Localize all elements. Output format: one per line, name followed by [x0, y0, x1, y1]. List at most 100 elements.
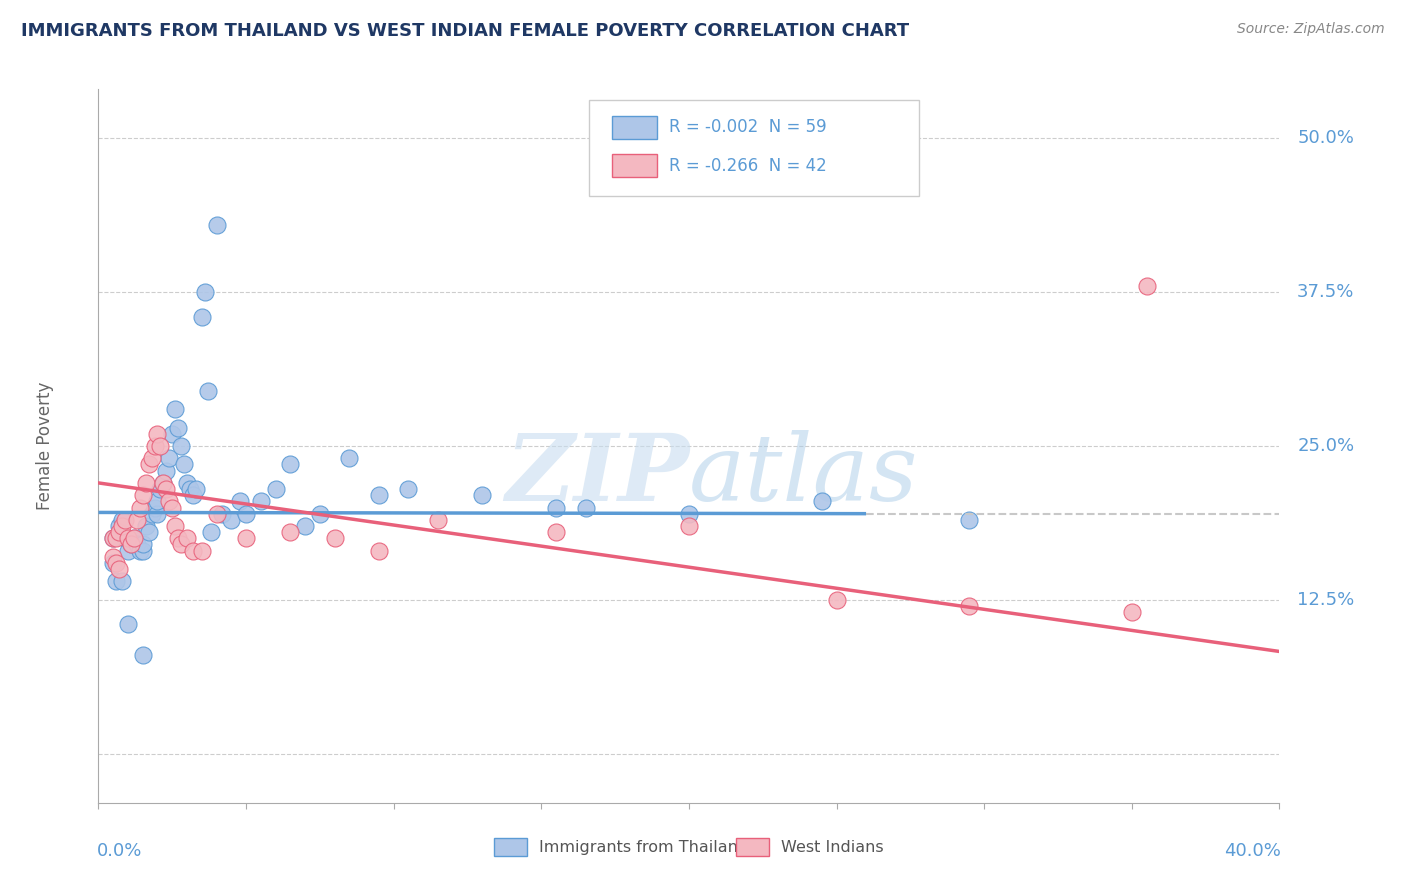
Point [132, 537, 155, 551]
Point [122, 531, 145, 545]
Point [825, 592, 848, 607]
Point [250, 494, 273, 508]
FancyBboxPatch shape [612, 154, 657, 177]
Point [323, 531, 346, 545]
Point [368, 543, 391, 558]
Point [176, 475, 198, 490]
Point [309, 507, 332, 521]
Point [152, 475, 174, 490]
Point [191, 310, 214, 324]
Point [173, 458, 195, 472]
FancyBboxPatch shape [494, 838, 527, 856]
Point [128, 500, 150, 515]
Point [368, 488, 391, 502]
Point [170, 537, 193, 551]
Point [135, 475, 157, 490]
Point [678, 519, 700, 533]
FancyBboxPatch shape [612, 116, 657, 139]
Point [155, 482, 177, 496]
Point [111, 513, 134, 527]
Point [200, 525, 222, 540]
Point [152, 475, 174, 490]
Point [125, 537, 148, 551]
Point [235, 531, 257, 545]
Point [108, 525, 131, 540]
Point [117, 531, 139, 545]
Point [235, 507, 257, 521]
Text: 25.0%: 25.0% [1298, 437, 1354, 455]
Point [146, 426, 169, 441]
Text: 37.5%: 37.5% [1298, 283, 1354, 301]
Point [111, 519, 134, 533]
Point [105, 574, 128, 589]
Point [114, 513, 136, 527]
Point [810, 494, 832, 508]
FancyBboxPatch shape [737, 838, 769, 856]
Point [138, 458, 160, 472]
Point [294, 519, 316, 533]
Point [167, 420, 190, 434]
Text: ZIP: ZIP [505, 430, 689, 519]
Point [132, 488, 155, 502]
Point [143, 500, 166, 515]
Point [114, 531, 136, 545]
Point [959, 513, 981, 527]
Point [108, 562, 131, 576]
Point [120, 537, 142, 551]
Point [181, 488, 204, 502]
FancyBboxPatch shape [589, 100, 920, 196]
Point [117, 617, 139, 632]
Point [205, 218, 228, 232]
Point [128, 543, 150, 558]
Point [157, 494, 180, 508]
Point [103, 531, 125, 545]
Point [278, 458, 302, 472]
Text: 40.0%: 40.0% [1223, 842, 1281, 860]
Text: 50.0%: 50.0% [1298, 129, 1354, 147]
Point [181, 543, 204, 558]
Text: Source: ZipAtlas.com: Source: ZipAtlas.com [1237, 22, 1385, 37]
Point [337, 451, 360, 466]
Text: atlas: atlas [689, 430, 918, 519]
Point [141, 507, 163, 521]
Point [191, 543, 214, 558]
Point [264, 482, 287, 496]
Point [194, 285, 217, 300]
Point [170, 439, 193, 453]
Text: R = -0.002  N = 59: R = -0.002 N = 59 [669, 118, 827, 136]
Point [149, 482, 172, 496]
Point [135, 519, 157, 533]
Point [157, 451, 180, 466]
Point [105, 556, 128, 570]
Point [427, 513, 450, 527]
Text: 0.0%: 0.0% [97, 842, 142, 860]
Point [162, 500, 183, 515]
Text: 12.5%: 12.5% [1298, 591, 1354, 609]
Point [544, 500, 567, 515]
Point [138, 525, 160, 540]
Point [197, 384, 219, 398]
Point [184, 482, 207, 496]
Point [103, 549, 125, 564]
Point [219, 513, 242, 527]
Point [959, 599, 981, 613]
Text: Immigrants from Thailand: Immigrants from Thailand [538, 840, 748, 855]
Point [1135, 279, 1157, 293]
Point [544, 525, 567, 540]
Text: Female Poverty: Female Poverty [37, 382, 55, 510]
Point [179, 482, 201, 496]
Point [574, 500, 596, 515]
Point [117, 543, 139, 558]
Text: West Indians: West Indians [782, 840, 884, 855]
Point [211, 507, 233, 521]
Point [165, 519, 187, 533]
Point [205, 507, 228, 521]
Text: IMMIGRANTS FROM THAILAND VS WEST INDIAN FEMALE POVERTY CORRELATION CHART: IMMIGRANTS FROM THAILAND VS WEST INDIAN … [21, 22, 910, 40]
Point [117, 531, 139, 545]
Point [167, 531, 190, 545]
Point [396, 482, 419, 496]
Text: R = -0.266  N = 42: R = -0.266 N = 42 [669, 157, 827, 175]
Point [146, 507, 169, 521]
Point [108, 519, 131, 533]
Point [278, 525, 302, 540]
